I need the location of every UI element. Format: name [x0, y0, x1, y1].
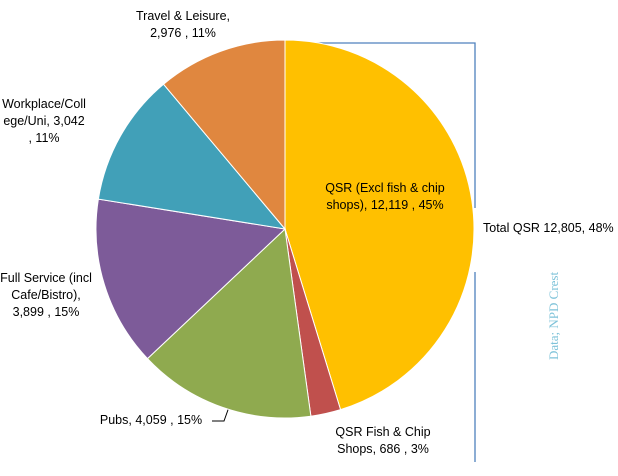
label-separator: ,	[28, 131, 36, 145]
annotation: Total QSR 12,805, 48%	[483, 221, 614, 235]
label-name: Travel & Leisure	[135, 9, 227, 23]
label-separator: ,	[181, 26, 192, 40]
label-value: 12,119	[370, 198, 409, 212]
data-label: Workplace/College/Uni, 3,042 , 11%	[0, 96, 88, 147]
label-name: QSR Fish & Chip Shops	[335, 425, 431, 456]
label-separator: ,	[128, 413, 132, 427]
label-separator: ,	[372, 442, 377, 456]
label-separator: ,	[166, 413, 178, 427]
data-label: Full Service (incl Cafe/Bistro), 3,899 ,…	[0, 270, 92, 321]
label-name: Full Service (incl Cafe/Bistro)	[0, 271, 92, 302]
label-separator: ,	[77, 288, 81, 302]
label-separator: ,	[400, 442, 411, 456]
label-name: Workplace/College/Uni	[2, 97, 86, 128]
data-label: QSR Fish & Chip Shops, 686 , 3%	[318, 424, 448, 458]
pie-slice	[146, 227, 312, 419]
label-value: 686	[379, 442, 401, 456]
bracket	[290, 42, 476, 208]
label-separator: ,	[408, 198, 419, 212]
label-value: 4,059	[135, 413, 167, 427]
label-percent: 15%	[54, 305, 80, 319]
label-name: Pubs	[99, 413, 129, 427]
pie-slice	[162, 39, 286, 231]
label-value: 3,042	[53, 114, 85, 128]
label-percent: 45%	[418, 198, 444, 212]
label-separator: ,	[46, 114, 50, 128]
label-separator: ,	[226, 9, 231, 23]
label-percent: 11%	[191, 26, 216, 40]
label-percent: 15%	[177, 413, 203, 427]
label-name: QSR (Excl fish & chip shops)	[325, 181, 445, 212]
label-separator: ,	[43, 305, 55, 319]
pie-slice	[284, 39, 475, 411]
pie-slice	[97, 83, 287, 230]
label-value: 2,976	[150, 26, 182, 40]
data-label: Pubs, 4,059 , 15%	[95, 412, 207, 429]
data-label: Travel & Leisure, 2,976 , 11%	[130, 8, 236, 42]
label-percent: 11%	[35, 131, 60, 145]
label-percent: 3%	[410, 442, 429, 456]
data-label: QSR (Excl fish & chip shops), 12,119 , 4…	[322, 180, 448, 214]
leader-line	[212, 406, 230, 422]
pie-slice	[95, 198, 287, 360]
label-separator: ,	[363, 198, 368, 212]
source: Data; NPD Crest	[546, 271, 561, 360]
label-value: 3,899	[12, 305, 44, 319]
